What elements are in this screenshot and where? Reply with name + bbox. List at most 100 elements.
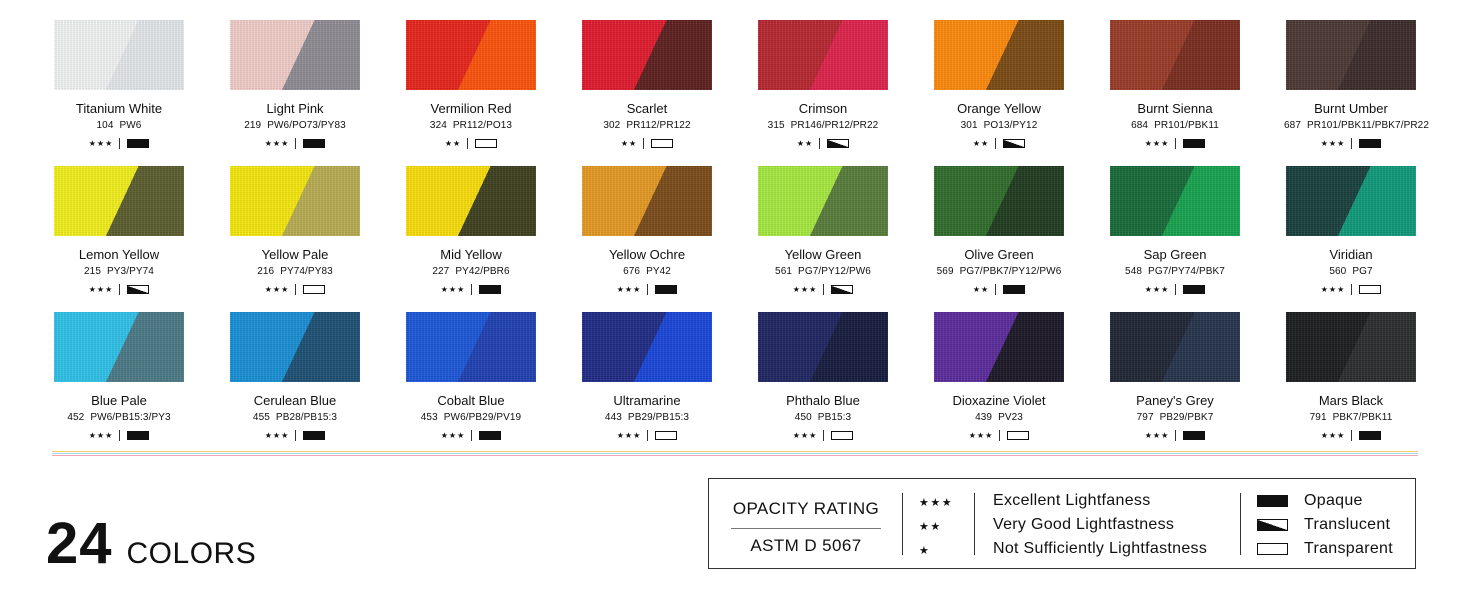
color-card: Cobalt Blue 453 PW6/PB29/PV19 ★★★ <box>404 312 538 442</box>
opaque-box-icon <box>1359 430 1382 440</box>
color-card: Scarlet 302 PR112/PR122 ★★ <box>580 20 714 150</box>
color-number: 548 <box>1125 266 1143 277</box>
color-code: 227 PY42/PBR6 <box>404 265 538 279</box>
lightfastness-stars: ★★★ <box>1144 284 1170 294</box>
color-name: Lemon Yellow <box>78 247 160 262</box>
color-code: 324 PR112/PO13 <box>404 119 538 133</box>
rating-separator <box>823 283 825 295</box>
legend-divider-3 <box>1240 493 1241 555</box>
paint-texture <box>1286 166 1416 236</box>
color-number: 684 <box>1131 120 1149 131</box>
paint-texture <box>1286 20 1416 90</box>
legend-title-block: OPACITY RATING ASTM D 5067 <box>731 499 881 556</box>
legend-divider-2 <box>974 493 975 555</box>
paint-swatch <box>1286 166 1416 236</box>
color-card: Yellow Pale 216 PY74/PY83 ★★★ <box>228 166 362 296</box>
color-pigments: PR101/PBK11 <box>1154 120 1219 131</box>
color-name: Scarlet <box>626 101 668 116</box>
paint-swatch <box>54 166 184 236</box>
paint-texture <box>1110 312 1240 382</box>
paint-swatch <box>54 20 184 90</box>
color-rating: ★★ <box>932 282 1066 296</box>
opaque-box-icon <box>1183 430 1206 440</box>
opaque-box-icon <box>1183 284 1206 294</box>
legend-rating-excellent: Excellent Lightfaness <box>993 492 1151 509</box>
color-name: Crimson <box>798 101 848 116</box>
color-number: 569 <box>936 266 954 277</box>
color-name: Yellow Green <box>784 247 862 262</box>
lightfastness-stars: ★★★ <box>1144 138 1170 148</box>
color-name: Yellow Ochre <box>608 247 686 262</box>
transparent-box-icon <box>1007 430 1030 440</box>
color-count: 24 COLORS <box>46 510 256 580</box>
paint-texture <box>934 20 1064 90</box>
legend-type-transparent: Transparent <box>1257 537 1393 561</box>
translucent-box-icon <box>1003 138 1026 148</box>
color-card: Ultramarine 443 PB29/PB15:3 ★★★ <box>580 312 714 442</box>
color-rating: ★★★ <box>1108 136 1242 150</box>
color-pigments: PBK7/PBK11 <box>1332 412 1393 423</box>
paint-swatch <box>1286 312 1416 382</box>
transparent-box-icon <box>475 138 498 148</box>
rating-separator <box>119 137 121 149</box>
color-name: Olive Green <box>964 247 1034 262</box>
rating-separator <box>999 429 1001 441</box>
color-pigments: PG7/PBK7/PY12/PW6 <box>959 266 1062 277</box>
color-name: Burnt Sienna <box>1137 101 1213 116</box>
legend-divider-1 <box>902 493 903 555</box>
paint-texture <box>54 166 184 236</box>
legend-stars-1: ★ <box>919 545 931 557</box>
color-name: Mid Yellow <box>440 247 502 262</box>
paint-texture <box>582 20 712 90</box>
color-card: Dioxazine Violet 439 PV23 ★★★ <box>932 312 1066 442</box>
legend-rating-very-good: Very Good Lightfastness <box>993 516 1175 533</box>
color-name: Cerulean Blue <box>253 393 337 408</box>
paint-texture <box>758 312 888 382</box>
color-pigments: PB29/PBK7 <box>1159 412 1214 423</box>
lightfastness-stars: ★★ <box>972 284 990 294</box>
color-swatch-grid: Titanium White 104 PW6 ★★★ Light Pink 219 PW6/… <box>52 20 1429 442</box>
color-card: Vermilion Red 324 PR112/PO13 ★★ <box>404 20 538 150</box>
color-code: 453 PW6/PB29/PV19 <box>404 411 538 425</box>
color-name: Mars Black <box>1318 393 1384 408</box>
lightfastness-stars: ★★★ <box>264 430 290 440</box>
color-number: 450 <box>794 412 812 423</box>
lightfastness-stars: ★★★ <box>264 284 290 294</box>
rating-separator <box>1175 429 1177 441</box>
color-rating: ★★★ <box>228 428 362 442</box>
legend-box: OPACITY RATING ASTM D 5067 ★★★ ★★ ★ Exce… <box>708 478 1416 569</box>
rating-separator <box>995 137 997 149</box>
rating-separator <box>1351 429 1353 441</box>
paint-texture <box>758 166 888 236</box>
color-name: Blue Pale <box>91 393 147 408</box>
paint-swatch <box>582 166 712 236</box>
paint-swatch <box>1110 20 1240 90</box>
opaque-box-icon <box>479 430 502 440</box>
color-rating: ★★★ <box>580 428 714 442</box>
color-pigments: PB15:3 <box>817 412 852 423</box>
color-pigments: PW6/PB29/PV19 <box>443 412 522 423</box>
lightfastness-stars: ★★★ <box>440 430 466 440</box>
color-code: 560 PG7 <box>1284 265 1418 279</box>
color-pigments: PW6 <box>119 120 142 131</box>
color-rating: ★★★ <box>756 282 890 296</box>
color-pigments: PY42 <box>646 266 671 277</box>
color-number: 216 <box>257 266 275 277</box>
color-code: 548 PG7/PY74/PBK7 <box>1108 265 1242 279</box>
rating-separator <box>295 429 297 441</box>
color-rating: ★★★ <box>1108 282 1242 296</box>
color-card: Burnt Sienna 684 PR101/PBK11 ★★★ <box>1108 20 1242 150</box>
color-rating: ★★★ <box>52 428 186 442</box>
paint-swatch <box>934 312 1064 382</box>
rating-separator <box>1175 283 1177 295</box>
color-number: 104 <box>96 120 114 131</box>
color-number: 452 <box>67 412 85 423</box>
rating-separator <box>471 429 473 441</box>
paint-texture <box>406 312 536 382</box>
legend-opacity-types: Opaque Translucent Transparent <box>1257 489 1393 561</box>
opaque-box-icon <box>127 138 150 148</box>
color-rating: ★★★ <box>228 136 362 150</box>
rating-separator <box>823 429 825 441</box>
color-number: 791 <box>1309 412 1327 423</box>
rating-separator <box>467 137 469 149</box>
